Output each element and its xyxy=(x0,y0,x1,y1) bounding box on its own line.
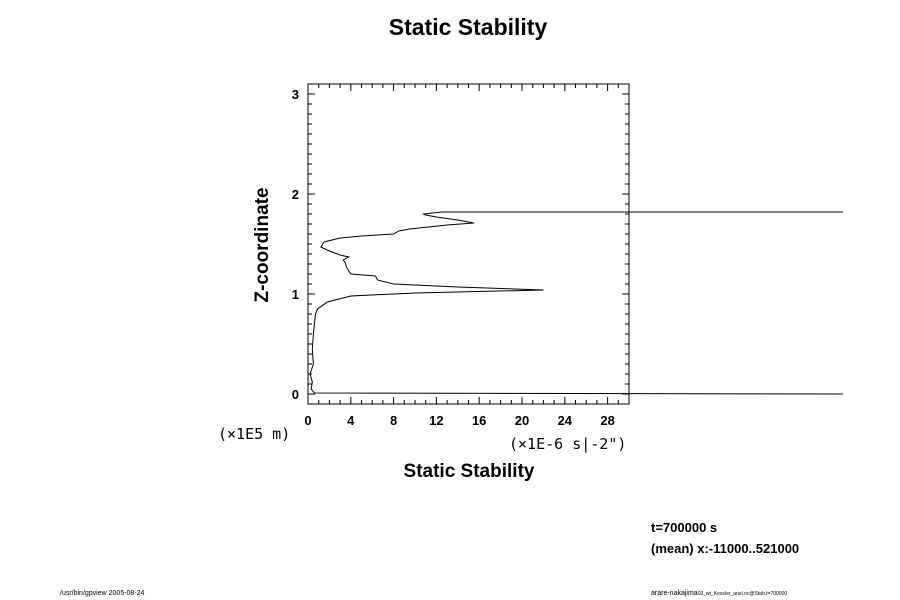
axis-ticks xyxy=(307,83,630,405)
footer-file: 03_wt_Kessler_anel.nc@Stab,t=700000 xyxy=(697,591,788,597)
x-axis-label: Static Stability xyxy=(403,461,535,482)
x-tick-label: 28 xyxy=(600,413,614,428)
x-tick-label: 4 xyxy=(347,413,355,428)
y-tick-label: 3 xyxy=(292,87,299,102)
y-axis-label: Z-coordinate xyxy=(252,187,273,303)
x-tick-label: 12 xyxy=(429,413,443,428)
mean-range-label: (mean) x:-11000..521000 xyxy=(651,541,800,556)
x-tick-label: 0 xyxy=(304,413,311,428)
footer-author: arare-nakajima xyxy=(651,590,698,597)
x-tick-label: 20 xyxy=(515,413,529,428)
y-tick-label: 0 xyxy=(292,387,299,402)
footer-source: arare-nakajima03_wt_Kessler_anel.nc@Stab… xyxy=(651,590,787,597)
x-axis-unit: (×1E-6 s|-2") xyxy=(509,435,627,453)
x-tick-label: 8 xyxy=(390,413,397,428)
time-label: t=700000 s xyxy=(651,520,718,535)
x-tick-label: 16 xyxy=(472,413,486,428)
footer-command: /usr/bin/gpview 2005-08-24 xyxy=(60,590,145,597)
y-axis-unit: (×1E5 m) xyxy=(218,425,291,443)
y-tick-label: 2 xyxy=(292,187,299,202)
chart-title: Static Stability xyxy=(388,14,548,40)
plot-frame xyxy=(307,83,630,405)
series-line xyxy=(309,211,844,395)
x-tick-label: 24 xyxy=(558,413,573,428)
y-tick-label: 1 xyxy=(292,287,299,302)
